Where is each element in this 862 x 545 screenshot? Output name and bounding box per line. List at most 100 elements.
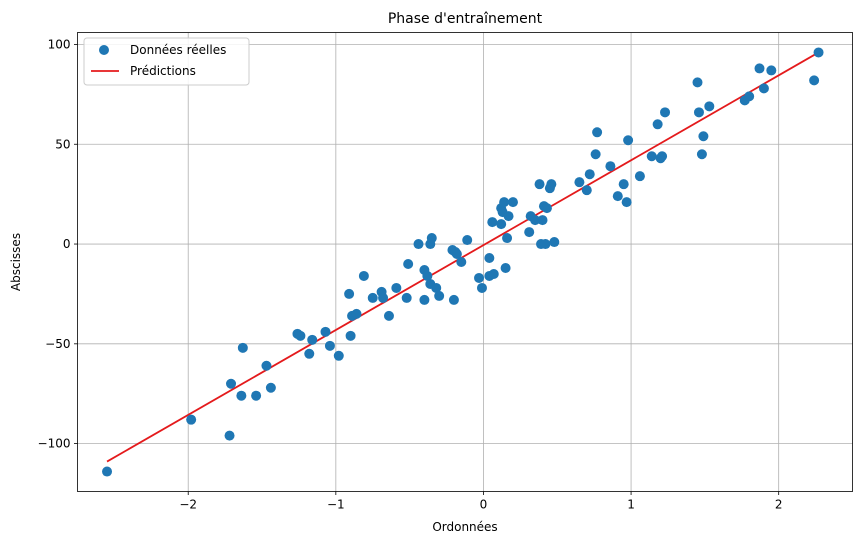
data-point — [307, 334, 318, 345]
data-point — [696, 149, 707, 160]
data-point — [704, 101, 715, 112]
data-point — [660, 107, 671, 118]
data-point — [698, 131, 709, 142]
data-point — [590, 149, 601, 160]
data-point — [646, 151, 657, 162]
data-point — [474, 272, 485, 283]
data-point — [476, 282, 487, 293]
data-point — [574, 177, 585, 188]
data-point — [265, 382, 276, 393]
legend-box — [83, 37, 250, 86]
data-point — [507, 197, 518, 208]
data-point — [324, 340, 335, 351]
data-point — [236, 390, 247, 401]
data-point — [383, 310, 394, 321]
legend: Données réelles Prédictions — [83, 37, 250, 86]
data-point — [758, 83, 769, 94]
data-point — [456, 257, 467, 267]
data-point — [367, 292, 378, 303]
data-point — [378, 292, 389, 303]
data-point — [499, 197, 510, 208]
data-point — [403, 258, 414, 269]
chart-title: Phase d'entraînement — [388, 11, 543, 27]
data-point — [652, 119, 663, 130]
x-tick-label: 1 — [627, 498, 635, 512]
data-point — [581, 185, 592, 196]
data-point — [448, 294, 459, 305]
prediction-line-layer — [106, 51, 819, 463]
legend-label-line: Prédictions — [130, 64, 196, 78]
y-tick-label: 0 — [63, 237, 71, 251]
data-point — [344, 288, 355, 299]
data-point — [502, 233, 513, 244]
data-point — [592, 127, 603, 138]
data-point — [618, 179, 629, 190]
data-point — [237, 342, 248, 353]
data-point — [503, 211, 514, 222]
grid — [77, 32, 853, 492]
data-point — [809, 75, 820, 86]
data-point — [451, 249, 462, 260]
data-point — [500, 262, 511, 273]
data-point — [401, 292, 412, 303]
data-point — [422, 270, 433, 281]
data-point — [541, 203, 552, 214]
data-point — [621, 197, 632, 208]
data-point — [546, 179, 557, 190]
data-point — [358, 270, 369, 281]
data-point — [623, 135, 634, 146]
ticks: −2 −1 0 1 2 −100 −50 0 50 100 — [38, 37, 783, 511]
data-point — [754, 63, 765, 74]
data-point — [530, 215, 541, 226]
data-point — [744, 91, 755, 102]
data-point — [320, 326, 331, 337]
x-tick-label: −2 — [179, 498, 197, 512]
data-point — [524, 227, 535, 238]
data-point — [693, 107, 704, 118]
data-point — [813, 47, 824, 58]
data-point — [540, 239, 551, 250]
scatter-points-layer — [102, 47, 824, 477]
y-tick-label: −100 — [38, 437, 71, 451]
legend-label-scatter: Données réelles — [130, 43, 226, 57]
data-point — [534, 179, 545, 190]
x-tick-label: 0 — [480, 498, 488, 512]
y-axis-title: Abscisses — [9, 233, 23, 291]
data-point — [692, 77, 703, 88]
data-point — [766, 65, 777, 76]
data-point — [295, 330, 306, 341]
y-tick-label: 50 — [55, 137, 70, 151]
data-point — [102, 466, 113, 477]
data-point — [488, 268, 499, 279]
data-point — [426, 233, 437, 244]
data-point — [537, 215, 548, 226]
data-point — [484, 253, 495, 264]
x-tick-label: −1 — [327, 498, 345, 512]
data-point — [462, 235, 473, 246]
x-axis-title: Ordonnées — [432, 520, 497, 534]
data-point — [487, 217, 498, 228]
data-point — [333, 350, 344, 361]
data-point — [351, 308, 362, 319]
data-point — [261, 360, 272, 371]
y-tick-label: −50 — [45, 337, 70, 351]
prediction-line — [106, 51, 819, 463]
legend-marker-scatter — [99, 45, 109, 55]
data-point — [186, 414, 197, 425]
data-point — [584, 169, 595, 180]
x-tick-label: 2 — [775, 498, 783, 512]
data-point — [657, 151, 668, 162]
data-point — [431, 282, 442, 293]
data-point — [345, 330, 356, 341]
data-point — [634, 171, 645, 182]
data-point — [612, 191, 623, 202]
data-point — [304, 348, 315, 359]
plot-frame — [77, 32, 853, 492]
data-point — [496, 219, 507, 230]
data-point — [226, 378, 237, 389]
data-point — [413, 239, 424, 250]
data-point — [251, 390, 262, 401]
y-tick-label: 100 — [48, 37, 71, 51]
